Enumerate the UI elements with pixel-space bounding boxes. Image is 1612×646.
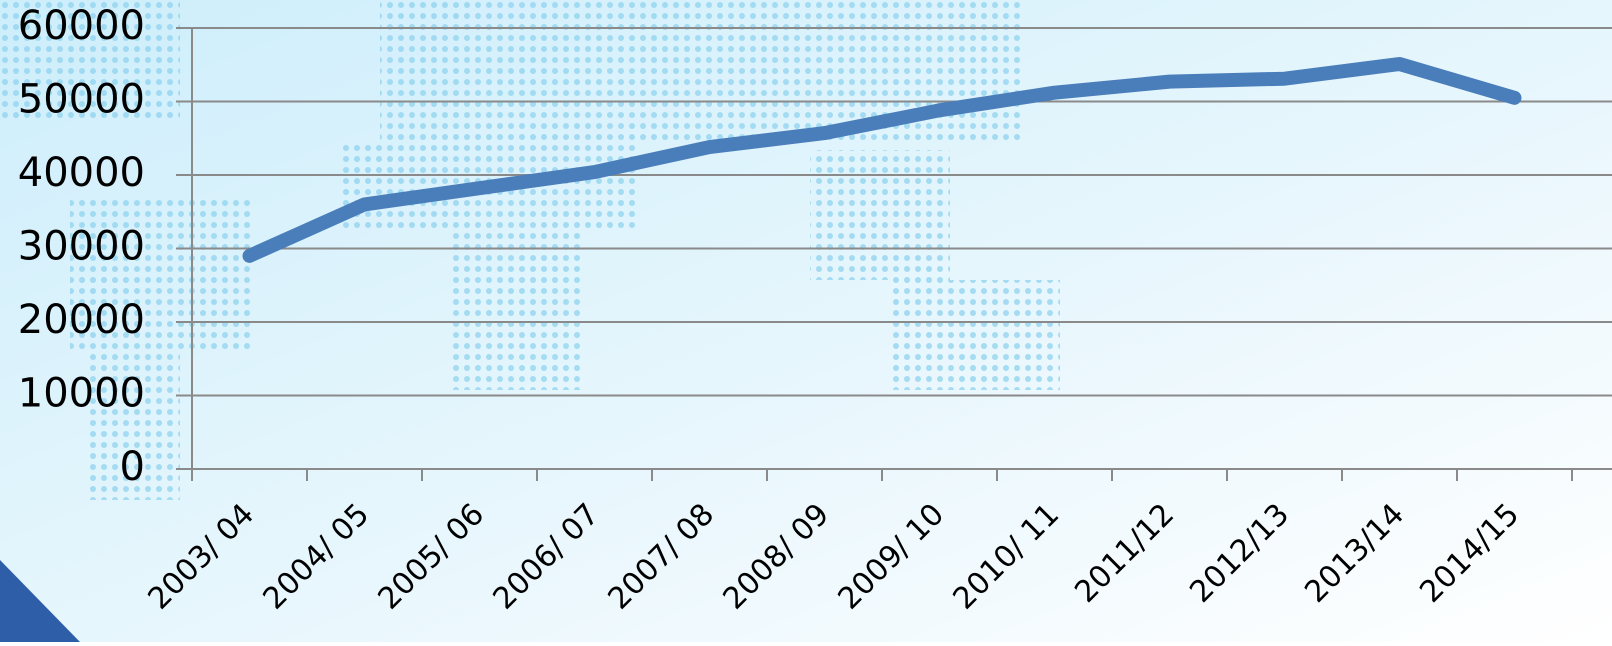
map-dots: [0, 0, 1060, 500]
y-tick-label: 60000: [18, 3, 145, 49]
y-tick-label: 40000: [18, 150, 145, 196]
y-tick-label: 20000: [18, 297, 145, 343]
y-tick-label: 30000: [18, 224, 145, 270]
y-tick-label: 50000: [18, 77, 145, 123]
y-tick-label: 0: [120, 444, 145, 490]
corner-decoration: [0, 560, 80, 642]
y-tick-label: 10000: [18, 371, 145, 417]
data-line: [242, 57, 1522, 263]
